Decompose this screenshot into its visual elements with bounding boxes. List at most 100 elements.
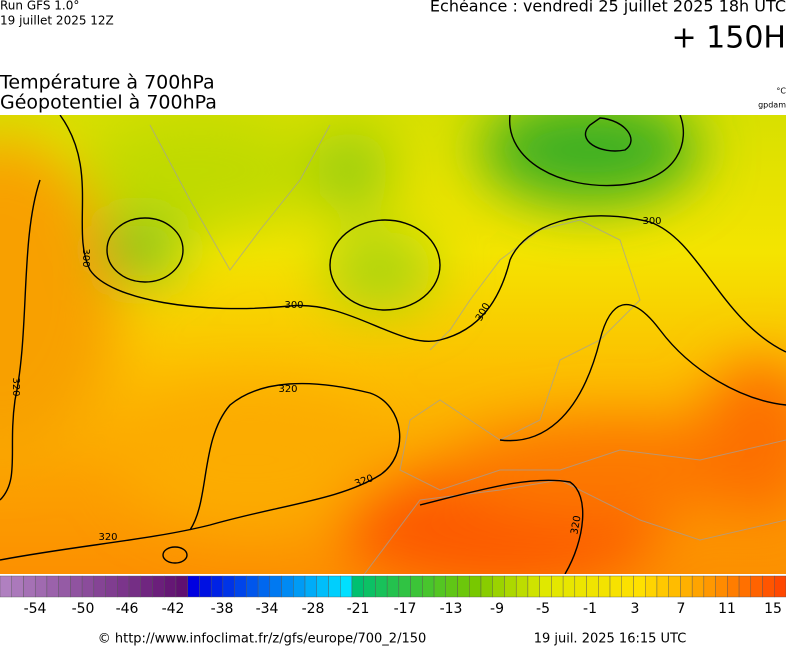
colorbar-swatch — [11, 575, 24, 598]
colorbar-swatch — [340, 575, 353, 598]
colorbar-label: -21 — [347, 601, 370, 617]
contour-label: 300 — [642, 216, 661, 227]
colorbar-label: -34 — [256, 601, 279, 617]
colorbar-label: -42 — [162, 601, 185, 617]
colorbar-label: 7 — [677, 601, 686, 617]
colorbar-swatch — [70, 575, 83, 598]
colorbar-swatch — [363, 575, 376, 598]
colorbar-swatch — [562, 575, 576, 598]
colorbar-label: 15 — [764, 601, 782, 617]
colorbar-swatch — [234, 575, 247, 598]
colorbar-label: -9 — [490, 601, 504, 617]
contour-label: 300 — [284, 300, 303, 311]
colorbar-swatch — [23, 575, 36, 598]
colorbar-swatch — [656, 575, 669, 598]
unit-temperature: °C — [776, 87, 786, 96]
colorbar-swatch — [645, 575, 658, 598]
colorbar-swatch — [551, 575, 564, 598]
colorbar-swatch — [680, 575, 693, 598]
colorbar-label: -5 — [536, 601, 550, 617]
colorbar-label: -1 — [583, 601, 597, 617]
colorbar-swatch — [480, 575, 493, 598]
colorbar-swatch — [257, 575, 271, 598]
colorbar-swatch — [246, 575, 259, 598]
colorbar-swatch — [539, 575, 552, 598]
colorbar-swatch — [633, 575, 646, 598]
colorbar-swatch — [774, 575, 786, 598]
colorbar-swatch — [81, 575, 95, 598]
colorbar-label: 11 — [718, 601, 736, 617]
colorbar-label: -38 — [211, 601, 234, 617]
colorbar-swatch — [199, 575, 212, 598]
colorbar-swatch — [691, 575, 705, 598]
colorbar-swatch — [46, 575, 59, 598]
title-temperature: Température à 700hPa — [0, 72, 215, 94]
colorbar-swatch — [164, 575, 177, 598]
colorbar-swatch — [492, 575, 505, 598]
colorbar-swatch — [621, 575, 634, 598]
contour-label: 320 — [569, 515, 583, 536]
colorbar-swatch — [668, 575, 681, 598]
colorbar-swatch — [527, 575, 540, 598]
colorbar-swatch — [293, 575, 306, 598]
colorbar-swatch — [445, 575, 458, 598]
colorbar-label: 3 — [631, 601, 640, 617]
colorbar-swatch — [762, 575, 775, 598]
colorbar-swatch — [269, 575, 282, 598]
colorbar-swatch — [609, 575, 622, 598]
colorbar-label: -17 — [394, 601, 417, 617]
colorbar-swatch — [738, 575, 752, 598]
colorbar-swatch — [504, 575, 517, 598]
colorbar-swatch — [422, 575, 435, 598]
colorbar-label: -28 — [302, 601, 325, 617]
colorbar-swatch — [598, 575, 611, 598]
colorbar-swatch — [351, 575, 364, 598]
colorbar-swatch — [128, 575, 141, 598]
footer-source: © http://www.infoclimat.fr/z/gfs/europe/… — [98, 632, 427, 647]
contour-label: 320 — [278, 384, 297, 395]
footer-generated: 19 juil. 2025 16:15 UTC — [534, 632, 687, 647]
colorbar-swatch — [375, 575, 388, 598]
colorbar-swatch — [0, 575, 12, 598]
colorbar-swatch — [34, 575, 48, 598]
colorbar-label: -50 — [72, 601, 95, 617]
valid-time: Echéance : vendredi 25 juillet 2025 18h … — [430, 0, 786, 16]
colorbar-swatch — [750, 575, 763, 598]
colorbar-swatch — [410, 575, 423, 598]
run-date: 19 juillet 2025 12Z — [0, 14, 114, 28]
colorbar-swatch — [586, 575, 599, 598]
colorbar-label: -54 — [24, 601, 47, 617]
colorbar-swatch — [398, 575, 411, 598]
colorbar-swatch — [152, 575, 165, 598]
colorbar-swatch — [433, 575, 446, 598]
colorbar-swatch — [105, 575, 118, 598]
colorbar-swatch — [93, 575, 106, 598]
colorbar-swatch — [281, 575, 294, 598]
colorbar-swatch — [117, 575, 130, 598]
colorbar-swatch — [328, 575, 341, 598]
colorbar-swatch — [469, 575, 482, 598]
colorbar: -54 -50 -46 -42 -38 -34 -28 -21 -17 -13 -9 -5 -1 3 7 11… — [0, 575, 786, 617]
colorbar-swatch — [304, 575, 317, 598]
title-geopotential: Géopotentiel à 700hPa — [0, 92, 217, 114]
colorbar-label: -13 — [440, 601, 463, 617]
run-label: Run GFS 1.0° — [0, 0, 79, 13]
colorbar-swatch — [703, 575, 716, 598]
contour-label: 320 — [98, 532, 117, 543]
unit-geopotential: gpdam — [758, 101, 786, 110]
lead-time: + 150H — [672, 21, 786, 56]
colorbar-swatch — [457, 575, 470, 598]
colorbar-swatch — [187, 575, 200, 598]
colorbar-swatch — [386, 575, 400, 598]
colorbar-swatch — [574, 575, 587, 598]
colorbar-swatch — [222, 575, 235, 598]
colorbar-swatch — [727, 575, 740, 598]
colorbar-swatch — [175, 575, 188, 598]
map-field — [0, 115, 786, 574]
colorbar-swatch — [58, 575, 71, 598]
colorbar-swatch — [515, 575, 529, 598]
colorbar-swatch — [210, 575, 224, 598]
colorbar-swatch — [140, 575, 153, 598]
